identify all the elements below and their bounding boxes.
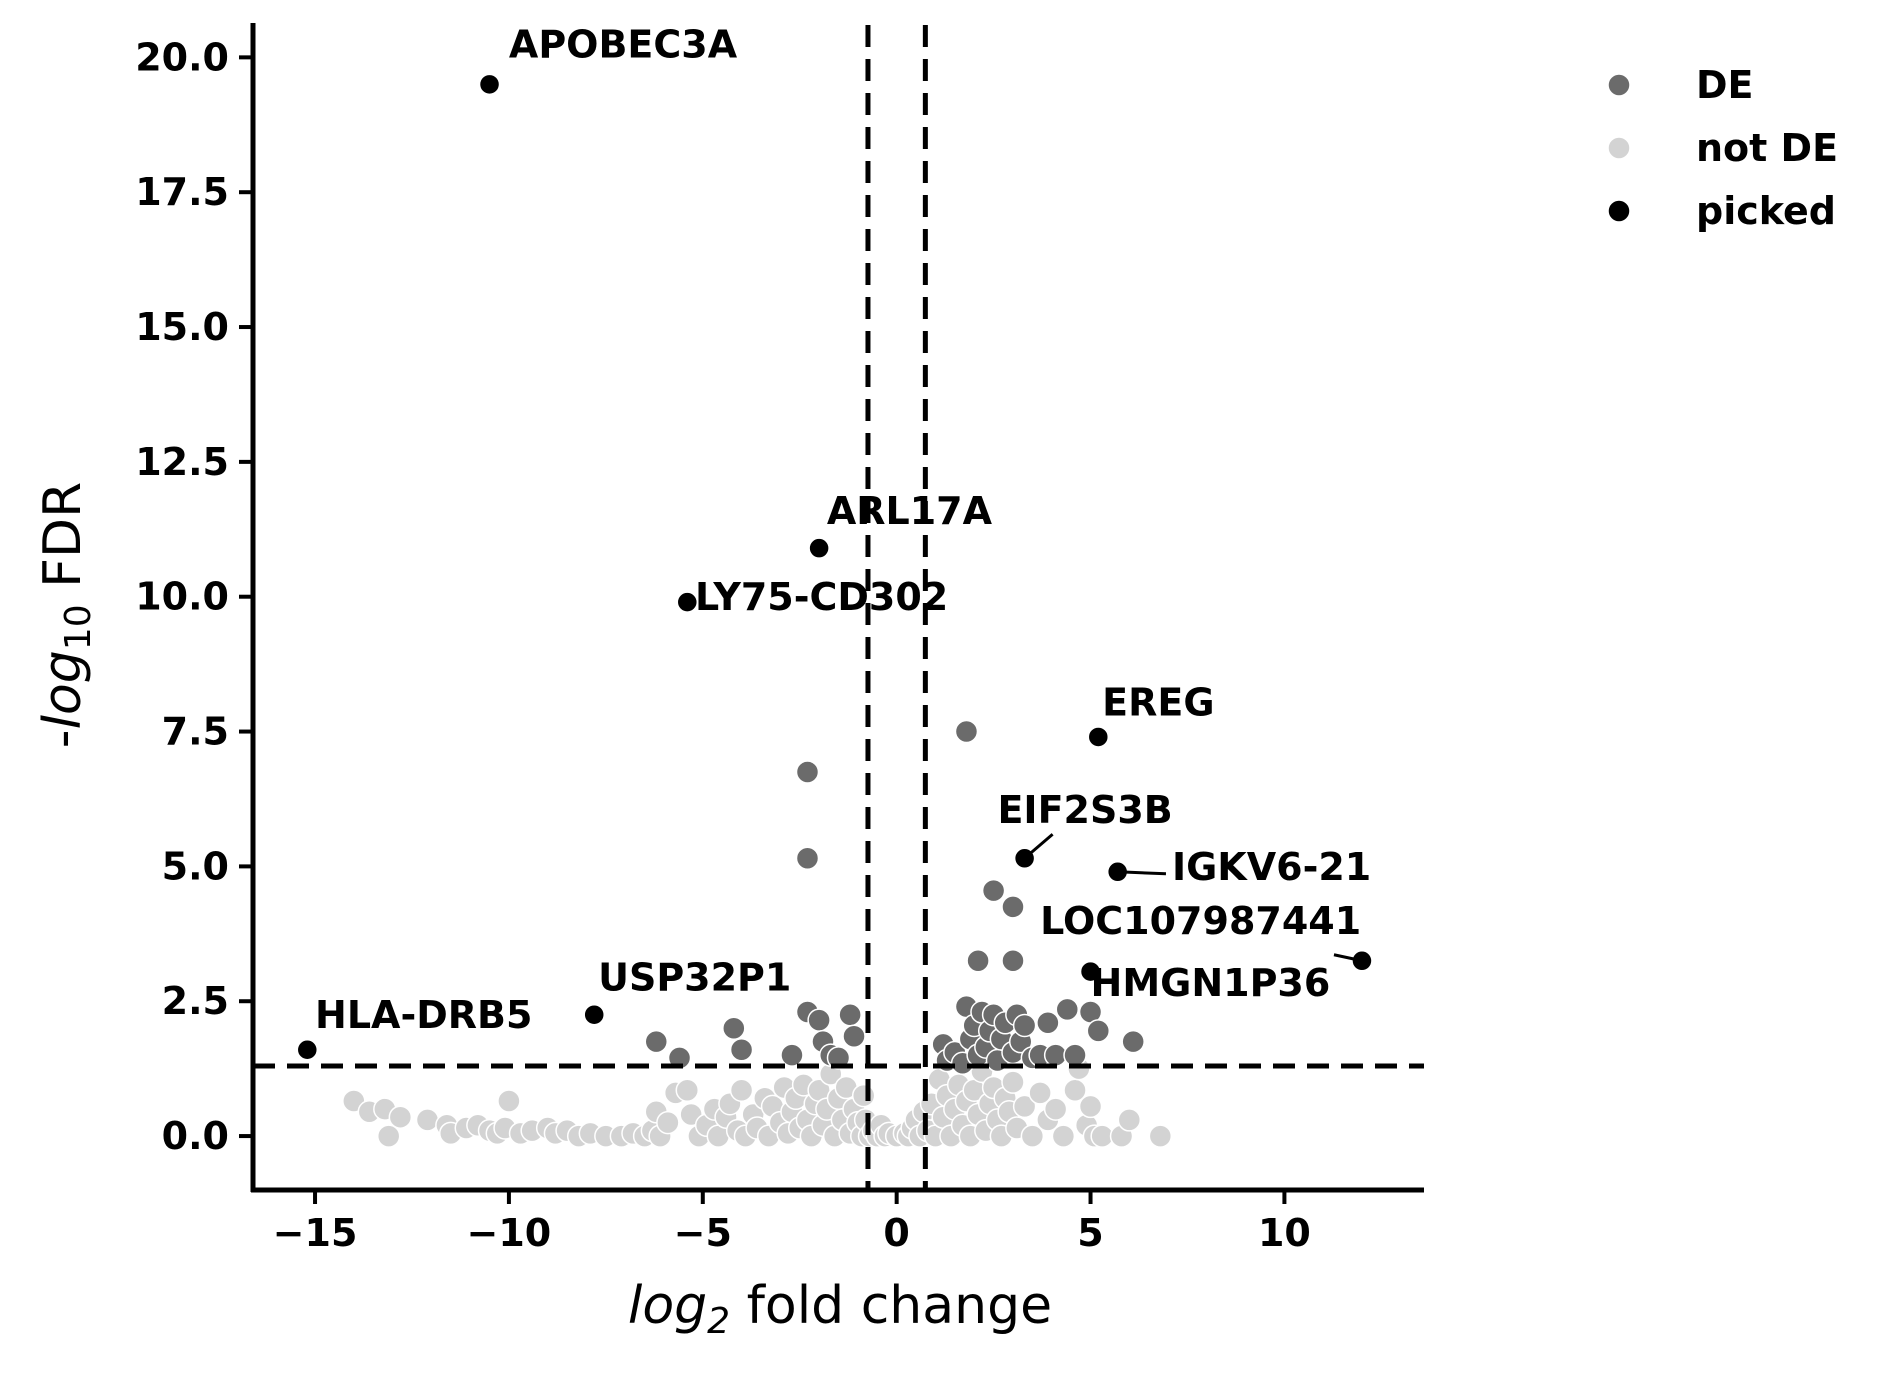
x-tick-label: −5	[674, 1211, 732, 1255]
y-tick-label: 17.5	[135, 170, 229, 214]
point-label: EIF2S3B	[997, 788, 1172, 832]
point-picked	[1087, 726, 1110, 748]
y-tick-label: 20.0	[135, 35, 229, 79]
point-picked	[676, 591, 699, 613]
point-de	[1001, 949, 1025, 973]
point-not-de	[376, 1124, 401, 1148]
tick-layer: −15 −10 −5 0 5 10 0.0 2.5 5.0 7.5 10.0 12.5 15.0 17.5…	[135, 35, 1311, 1255]
x-axis-label: log2 fold change	[628, 1276, 1052, 1342]
x-tick-label: −10	[467, 1211, 552, 1255]
point-not-de	[1001, 1070, 1025, 1094]
point-label: IGKV6-21	[1172, 845, 1371, 889]
point-not-de	[675, 1078, 700, 1102]
point-label: LY75-CD302	[695, 575, 948, 619]
point-de	[1001, 895, 1025, 919]
point-picked	[1079, 960, 1102, 983]
point-de	[807, 1008, 831, 1032]
y-tick-label: 2.5	[162, 979, 229, 1023]
x-axis-label-var: log	[628, 1276, 707, 1336]
y-axis-label-sub: 10	[58, 604, 99, 650]
point-picked	[583, 1003, 605, 1026]
point-label: ARL17A	[827, 489, 993, 533]
point-de	[644, 1029, 669, 1054]
y-axis-label-prefix: -	[33, 729, 93, 748]
x-tick-label: 0	[883, 1211, 909, 1255]
x-tick-label: 10	[1258, 1211, 1311, 1255]
y-tick-label: 0.0	[162, 1114, 229, 1158]
point-not-de	[1043, 1097, 1068, 1121]
legend: DE not DE picked	[1607, 63, 1838, 233]
annotation-layer: APOBEC3A ARL17A LY75-CD302 EREG EIF2S3BIGKV6…	[315, 22, 1371, 1037]
legend-marker-picked	[1607, 199, 1631, 223]
points-layer	[296, 73, 1373, 1148]
point-de	[1055, 997, 1080, 1022]
legend-label: picked	[1696, 189, 1836, 233]
point-not-de	[851, 1083, 876, 1108]
point-de	[842, 1024, 866, 1049]
point-not-de	[415, 1108, 440, 1132]
point-label: HMGN1P36	[1091, 961, 1331, 1005]
point-de	[722, 1016, 746, 1040]
point-not-de	[1012, 1094, 1037, 1119]
y-axis-label: -log10 FDR	[33, 482, 99, 748]
annotation-leader-line	[1333, 953, 1363, 963]
point-de	[1121, 1029, 1145, 1054]
y-axis-label-rest: FDR	[33, 482, 93, 605]
point-not-de	[1148, 1124, 1173, 1148]
x-axis-label-rest: fold change	[730, 1276, 1052, 1336]
point-de	[1086, 1019, 1111, 1043]
x-tick-label: −15	[273, 1211, 358, 1255]
y-tick-label: 7.5	[162, 710, 229, 754]
point-not-de	[1117, 1108, 1142, 1132]
point-label: EREG	[1102, 680, 1214, 724]
y-axis-label-var: log	[33, 650, 93, 729]
axes	[250, 23, 1424, 1193]
legend-label: DE	[1696, 63, 1754, 107]
point-de	[954, 719, 979, 744]
point-label: APOBEC3A	[509, 22, 738, 66]
annotation-leader-line	[1023, 833, 1054, 860]
x-tick-label: 5	[1077, 1211, 1103, 1255]
point-de	[795, 760, 820, 784]
point-not-de	[1051, 1124, 1076, 1148]
point-not-de	[388, 1105, 413, 1129]
threshold-lines	[253, 25, 1424, 1190]
point-de	[838, 1002, 862, 1027]
point-de	[795, 846, 820, 871]
point-picked	[296, 1039, 319, 1061]
point-picked	[478, 73, 501, 96]
point-de	[780, 1043, 804, 1067]
point-not-de	[729, 1078, 754, 1102]
point-not-de	[656, 1110, 680, 1135]
point-de	[981, 878, 1006, 903]
point-de	[1012, 1013, 1037, 1038]
point-de	[729, 1038, 754, 1062]
point-de	[1063, 1043, 1087, 1067]
point-not-de	[497, 1089, 521, 1113]
point-de	[1036, 1011, 1060, 1035]
point-de	[826, 1046, 851, 1070]
x-axis-label-sub: 2	[707, 1301, 730, 1342]
legend-label: not DE	[1696, 126, 1838, 170]
y-tick-label: 12.5	[135, 440, 229, 484]
legend-marker-de	[1607, 73, 1631, 97]
point-not-de	[1020, 1124, 1045, 1148]
legend-marker-not-de	[1607, 136, 1631, 160]
point-picked	[808, 537, 830, 559]
annotation-leader-line	[1117, 870, 1167, 876]
point-not-de	[1028, 1081, 1052, 1105]
point-de	[667, 1046, 692, 1070]
y-tick-label: 10.0	[135, 575, 229, 619]
point-label: USP32P1	[598, 955, 791, 999]
point-label: HLA-DRB5	[315, 993, 532, 1037]
point-de	[966, 949, 990, 973]
y-tick-label: 5.0	[162, 844, 229, 888]
y-tick-label: 15.0	[135, 305, 229, 349]
point-not-de	[1078, 1094, 1103, 1119]
point-label: LOC107987441	[1040, 899, 1361, 943]
